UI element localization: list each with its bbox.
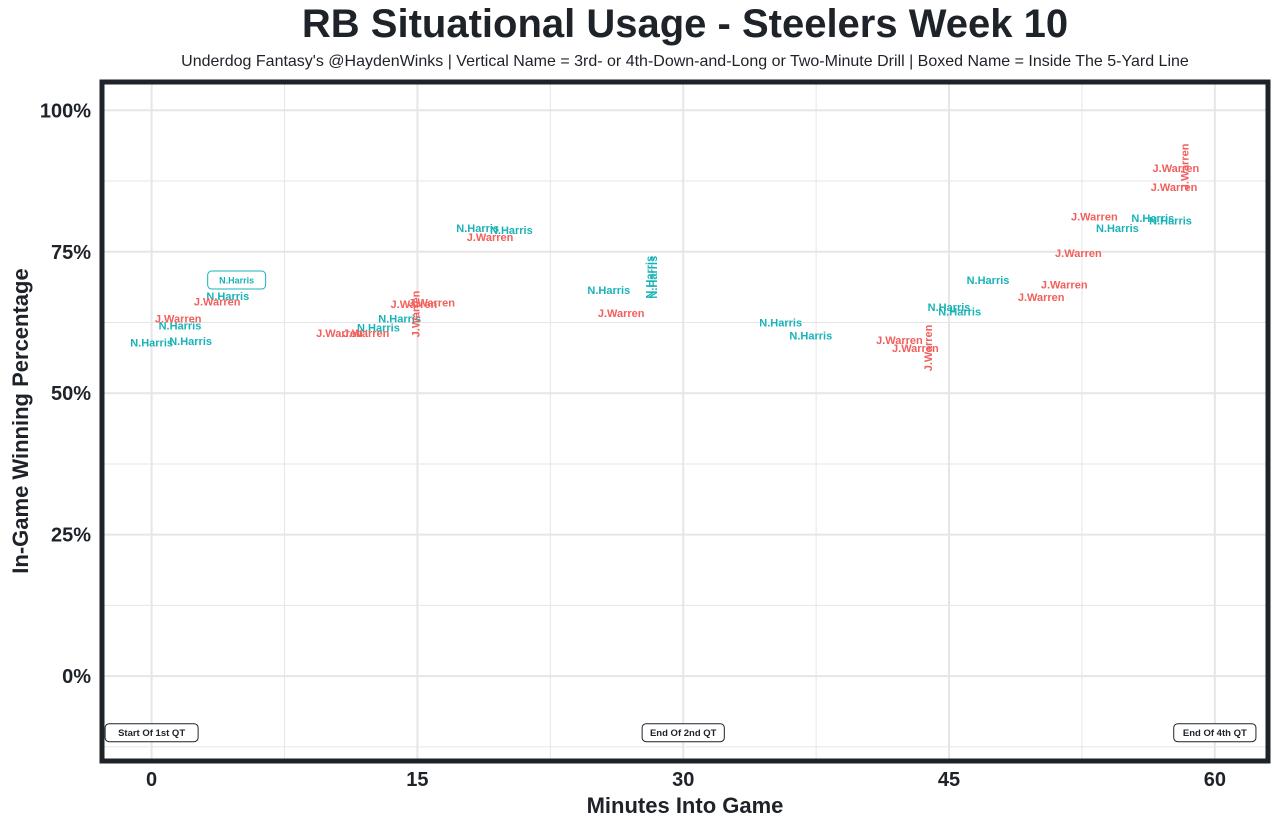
data-label: N.Harris — [159, 320, 202, 332]
x-axis-label: Minutes Into Game — [587, 793, 784, 818]
data-label: J.Warren — [467, 232, 514, 244]
data-label-boxed: N.Harris — [219, 276, 254, 286]
data-label: J.Warren — [194, 297, 241, 309]
data-label: N.Harris — [1149, 216, 1192, 228]
annotation-label: End Of 2nd QT — [650, 728, 717, 739]
y-tick-label: 0% — [62, 666, 91, 688]
chart-title: RB Situational Usage - Steelers Week 10 — [301, 2, 1069, 46]
data-label: J.Warren — [1055, 248, 1102, 260]
boxed-label-frame — [207, 270, 267, 290]
data-label-vertical: J.Warren — [1180, 143, 1192, 190]
data-label: N.Harris — [1096, 223, 1139, 235]
annotation-label: End Of 4th QT — [1183, 728, 1247, 739]
data-label-vertical: J.Warren — [411, 290, 423, 337]
data-label: N.Harris — [490, 225, 533, 237]
data-label: J.Warren — [1041, 280, 1088, 292]
data-label-vertical: N.Harris — [645, 256, 657, 299]
y-tick-label: 75% — [51, 242, 91, 264]
data-label: J.Warren — [1151, 182, 1198, 194]
x-tick-label: 45 — [938, 769, 960, 791]
x-tick-labels: 0 15 30 45 60 — [146, 769, 1226, 791]
y-tick-label: 25% — [51, 525, 91, 547]
annotation-box — [641, 723, 725, 743]
data-label: N.Harris — [456, 223, 499, 235]
x-tick-label: 0 — [146, 769, 157, 791]
data-label-vertical: N.Harris — [648, 256, 660, 299]
data-label: J.Warren — [408, 298, 455, 310]
data-label: J.Warren — [598, 308, 645, 320]
data-label: J.Warren — [1018, 292, 1065, 304]
data-label: N.Harris — [206, 291, 249, 303]
y-tick-labels: 0% 25% 50% 75% 100% — [40, 100, 91, 688]
data-labels: N.HarrisN.HarrisN.HarrisN.HarrisN.Harris… — [130, 143, 1199, 371]
data-label: J.Warren — [876, 335, 923, 347]
annotation-box — [104, 723, 199, 743]
data-label: N.Harris — [1131, 213, 1174, 225]
data-label: J.Warren — [1071, 212, 1118, 224]
data-label: N.Harris — [378, 314, 421, 326]
annotation-box — [1173, 723, 1257, 743]
quarter-annotations: Start Of 1st QT End Of 2nd QT End Of 4th Q… — [104, 723, 1257, 743]
data-label: J.Warren — [155, 314, 202, 326]
chart-subtitle: Underdog Fantasy's @HaydenWinks | Vertic… — [181, 53, 1189, 70]
x-tick-label: 60 — [1204, 769, 1226, 791]
data-label: J.Warren — [391, 299, 438, 311]
data-label: J.Warren — [316, 328, 363, 340]
data-label: N.Harris — [169, 336, 212, 348]
data-label: J.Warren — [892, 343, 939, 355]
data-label-vertical: J.Warren — [923, 324, 935, 371]
data-label: J.Warren — [1153, 163, 1200, 175]
y-tick-label: 100% — [40, 100, 91, 122]
data-label: N.Harris — [587, 285, 630, 297]
data-label: N.Harris — [967, 275, 1010, 287]
x-tick-label: 15 — [406, 769, 428, 791]
x-tick-label: 30 — [672, 769, 694, 791]
y-tick-label: 50% — [51, 383, 91, 405]
y-axis-label: In-Game Winning Percentage — [8, 268, 33, 573]
plot-border — [99, 79, 1271, 764]
annotation-label: Start Of 1st QT — [118, 728, 185, 739]
data-label: J.Warren — [343, 328, 390, 340]
data-label: N.Harris — [938, 307, 981, 319]
data-label: N.Harris — [357, 323, 400, 335]
grid-lines — [102, 82, 1268, 761]
data-label: N.Harris — [759, 317, 802, 329]
data-label: N.Harris — [789, 330, 832, 342]
data-label: N.Harris — [130, 337, 173, 349]
data-label: N.Harris — [928, 302, 971, 314]
